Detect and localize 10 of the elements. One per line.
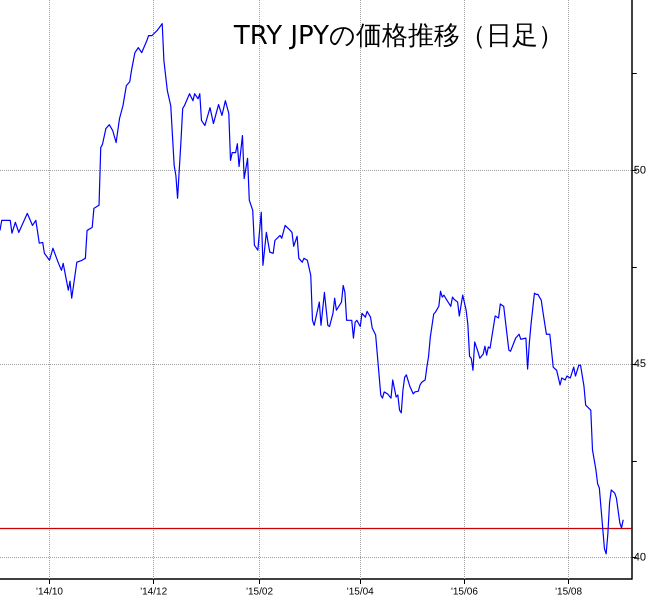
text: TRY JPYの価格推移（日足） bbox=[232, 21, 564, 51]
x-tick-label: '14/12 bbox=[140, 586, 168, 597]
x-tick-label: '15/02 bbox=[246, 586, 274, 597]
y-tick-label: 40 bbox=[634, 552, 646, 564]
x-tick-label: '14/10 bbox=[36, 586, 64, 597]
y-tick-label: 50 bbox=[634, 164, 646, 176]
x-tick-label: '15/08 bbox=[555, 586, 582, 597]
x-tick-label: '15/06 bbox=[450, 586, 478, 597]
line-series bbox=[0, 23, 624, 554]
x-tick-label: '15/04 bbox=[346, 586, 374, 597]
